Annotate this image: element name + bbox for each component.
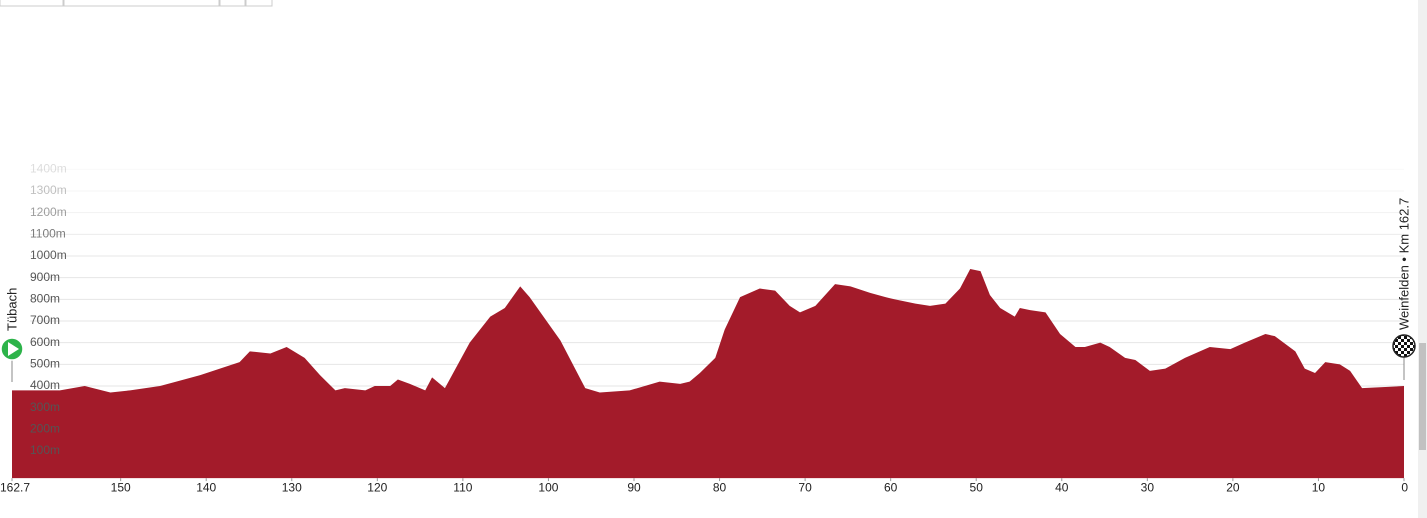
x-tick-label: 120 [367, 480, 387, 494]
x-tick-label: 80 [713, 480, 727, 494]
finish-marker [1392, 334, 1416, 358]
y-tick-label: 600m [30, 335, 60, 349]
x-tick-label: 10 [1312, 480, 1326, 494]
y-tick-label: 500m [30, 357, 60, 371]
y-tick-label: 900m [30, 270, 60, 284]
scrollbar-track[interactable] [1418, 0, 1427, 518]
x-tick-label: 60 [884, 480, 898, 494]
y-tick-label: 800m [30, 292, 60, 306]
y-tick-label: 1300m [30, 183, 67, 197]
y-tick-label: 400m [30, 378, 60, 392]
labels: 100m200m300m400m500m600m700m800m900m1000… [0, 162, 1408, 495]
x-tick-label: 162.7 [0, 480, 30, 494]
start-label: Tübach [4, 288, 19, 331]
y-tick-label: 1400m [30, 162, 67, 176]
x-tick-label: 150 [111, 480, 131, 494]
plot [12, 269, 1404, 479]
y-tick-label: 700m [30, 313, 60, 327]
x-tick-label: 110 [453, 480, 472, 494]
start-icon [8, 342, 19, 356]
y-tick-label: 300m [30, 400, 60, 414]
scrollbar-thumb[interactable] [1419, 343, 1426, 450]
x-tick-label: 90 [627, 480, 641, 494]
toolbar-button[interactable] [219, 0, 246, 7]
toolbar-button[interactable] [245, 0, 273, 7]
x-tick-label: 140 [196, 480, 216, 494]
toolbar-button[interactable] [0, 0, 64, 7]
y-tick-label: 1000m [30, 248, 67, 262]
toolbar-button[interactable] [63, 0, 220, 7]
x-tick-label: 20 [1226, 480, 1240, 494]
x-tick-label: 30 [1141, 480, 1155, 494]
y-tick-label: 200m [30, 422, 60, 436]
y-tick-label: 100m [30, 443, 60, 457]
y-tick-label: 1200m [30, 205, 67, 219]
x-tick-label: 130 [282, 480, 302, 494]
finish-label: Weinfelden • Km 162.7 [1396, 198, 1411, 330]
toolbar [0, 0, 273, 7]
elevation-area [12, 269, 1404, 479]
x-tick-label: 70 [798, 480, 812, 494]
y-tick-label: 1100m [30, 227, 66, 241]
x-tick-label: 100 [538, 480, 558, 494]
x-tick-label: 0 [1401, 480, 1408, 494]
x-tick-label: 40 [1055, 480, 1069, 494]
x-tick-label: 50 [970, 480, 984, 494]
